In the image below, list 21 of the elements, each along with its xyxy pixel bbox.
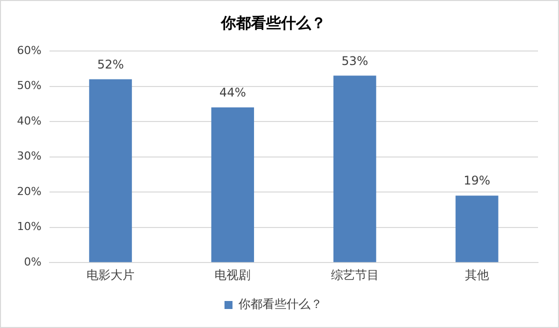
data-label: 19% — [464, 174, 490, 188]
bar — [456, 196, 498, 262]
data-label: 44% — [219, 86, 246, 100]
bar — [211, 107, 254, 262]
y-tick-label: 30% — [16, 150, 42, 163]
data-label: 53% — [341, 54, 368, 68]
legend-label: 你都看些什么？ — [238, 297, 322, 312]
y-tick-label: 60% — [16, 44, 42, 57]
y-tick-label: 50% — [16, 79, 42, 92]
x-tick-label: 电影大片 — [86, 268, 135, 282]
x-tick-label: 其他 — [464, 268, 489, 282]
y-tick-label: 40% — [16, 114, 42, 128]
bar — [89, 79, 132, 262]
x-tick-label: 综艺节目 — [330, 268, 379, 282]
y-tick-label: 0% — [24, 255, 42, 268]
x-tick-label: 电视剧 — [214, 268, 251, 282]
data-label: 52% — [97, 57, 124, 72]
y-tick-label: 10% — [16, 220, 42, 234]
chart-title: 你都看些什么？ — [220, 14, 326, 32]
bar — [333, 76, 376, 262]
y-tick-label: 20% — [16, 184, 42, 198]
